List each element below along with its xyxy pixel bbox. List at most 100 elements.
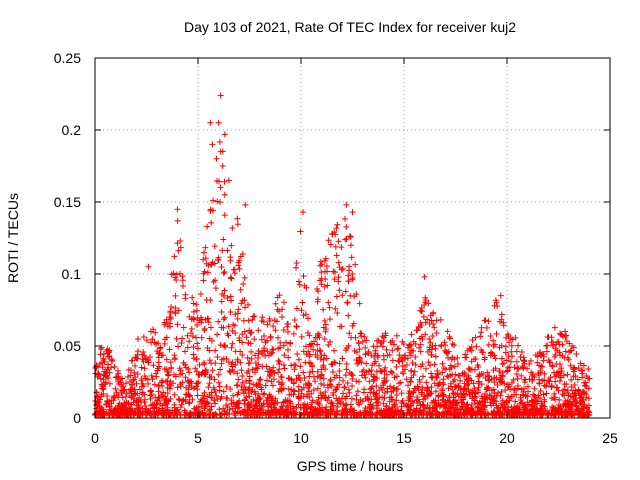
data-point <box>217 184 224 191</box>
data-point <box>230 321 237 328</box>
data-point <box>217 199 224 206</box>
data-point <box>115 373 122 380</box>
data-point <box>365 348 372 355</box>
data-point <box>220 324 227 331</box>
data-point <box>534 353 541 360</box>
data-point <box>359 338 366 345</box>
data-point <box>346 330 353 337</box>
data-point <box>172 373 179 380</box>
data-point <box>407 367 414 374</box>
data-point <box>285 386 292 393</box>
data-point <box>241 274 248 281</box>
data-point <box>470 380 477 387</box>
data-point <box>323 263 330 270</box>
data-point <box>444 328 451 335</box>
data-point <box>227 309 234 316</box>
data-point <box>406 387 413 394</box>
data-point <box>481 317 488 324</box>
data-point <box>501 407 508 414</box>
data-point <box>221 212 228 219</box>
data-point <box>208 403 215 410</box>
data-point <box>378 339 385 346</box>
data-point <box>232 403 239 410</box>
data-point <box>255 398 262 405</box>
data-point <box>208 261 215 268</box>
data-point <box>362 344 369 351</box>
data-point <box>315 394 322 401</box>
data-point <box>446 334 453 341</box>
data-point <box>237 359 244 366</box>
data-point <box>248 355 255 362</box>
data-point <box>585 395 592 402</box>
data-point <box>113 389 120 396</box>
data-point <box>298 333 305 340</box>
data-point <box>165 411 172 418</box>
data-point <box>322 328 329 335</box>
data-point <box>220 342 227 349</box>
data-point <box>454 354 461 361</box>
data-point <box>372 393 379 400</box>
data-point <box>290 412 297 419</box>
data-point <box>446 394 453 401</box>
data-point <box>174 240 181 247</box>
data-point <box>541 370 548 377</box>
data-point <box>250 408 257 415</box>
data-point <box>146 410 153 417</box>
data-point <box>153 373 160 380</box>
data-point <box>215 318 222 325</box>
data-point <box>464 377 471 384</box>
data-point <box>134 390 141 397</box>
data-point <box>481 412 488 419</box>
data-point <box>164 371 171 378</box>
data-point <box>372 358 379 365</box>
data-point <box>407 352 414 359</box>
data-point <box>582 379 589 386</box>
data-point <box>492 398 499 405</box>
data-point <box>102 372 109 379</box>
data-point <box>383 346 390 353</box>
data-point <box>406 341 413 348</box>
data-point <box>506 397 513 404</box>
data-point <box>304 330 311 337</box>
data-point <box>312 334 319 341</box>
data-point <box>238 383 245 390</box>
data-point <box>293 375 300 382</box>
data-point <box>389 357 396 364</box>
y-tick-label: 0.15 <box>54 194 81 210</box>
data-point <box>529 377 536 384</box>
data-point <box>478 329 485 336</box>
data-point <box>382 330 389 337</box>
data-point <box>174 217 181 224</box>
data-point <box>406 393 413 400</box>
data-point <box>228 361 235 368</box>
data-point <box>177 244 184 251</box>
data-point <box>553 372 560 379</box>
data-point <box>386 405 393 412</box>
data-point <box>304 411 311 418</box>
data-point <box>345 278 352 285</box>
data-point <box>439 369 446 376</box>
data-point <box>295 388 302 395</box>
data-point <box>232 311 239 318</box>
data-point <box>348 371 355 378</box>
data-point <box>291 317 298 324</box>
data-point <box>388 368 395 375</box>
data-point <box>150 402 157 409</box>
plot-frame <box>94 57 611 419</box>
x-tick-label: 15 <box>396 430 412 446</box>
data-point <box>544 334 551 341</box>
data-point <box>215 371 222 378</box>
data-point <box>478 411 485 418</box>
data-point <box>360 367 367 374</box>
data-point <box>324 282 331 289</box>
axis-ticks: 0 5 10 15 20 25 0 0.05 0.1 0.15 0.2 0.25 <box>54 50 618 446</box>
data-point <box>514 402 521 409</box>
data-point <box>538 407 545 414</box>
data-point <box>165 372 172 379</box>
data-point <box>199 409 206 416</box>
data-point <box>283 411 290 418</box>
data-point <box>135 335 142 342</box>
data-point <box>432 353 439 360</box>
data-point <box>201 361 208 368</box>
data-point <box>260 400 267 407</box>
